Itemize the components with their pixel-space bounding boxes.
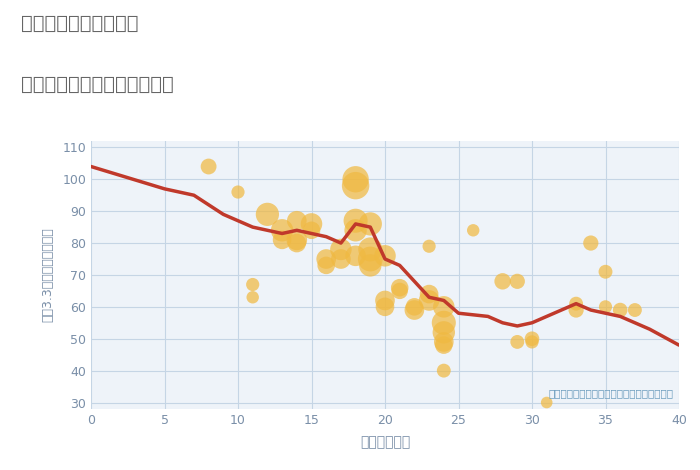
Point — [512, 278, 523, 285]
Point — [424, 297, 435, 304]
Y-axis label: 坪（3.3㎡）単価（万円）: 坪（3.3㎡）単価（万円） — [41, 227, 54, 322]
Point — [585, 239, 596, 247]
Point — [350, 217, 361, 225]
Point — [570, 300, 582, 307]
Point — [512, 338, 523, 346]
Point — [526, 335, 538, 343]
Point — [335, 255, 346, 263]
Point — [276, 236, 288, 243]
Point — [247, 293, 258, 301]
Point — [526, 338, 538, 346]
Point — [409, 303, 420, 311]
Point — [394, 287, 405, 295]
Point — [365, 255, 376, 263]
Point — [306, 227, 317, 234]
Text: 築年数別中古マンション価格: 築年数別中古マンション価格 — [21, 75, 174, 94]
Point — [438, 367, 449, 375]
Point — [203, 163, 214, 170]
Text: 円の大きさは、取引のあった物件面積を示す: 円の大きさは、取引のあった物件面積を示す — [548, 388, 673, 398]
Point — [365, 220, 376, 227]
Point — [497, 278, 508, 285]
Point — [438, 338, 449, 346]
Point — [291, 239, 302, 247]
Point — [379, 252, 391, 259]
Point — [615, 306, 626, 314]
Point — [409, 306, 420, 314]
Point — [379, 303, 391, 311]
Point — [570, 306, 582, 314]
Point — [262, 211, 273, 218]
Text: 兵庫県宝塚市山本南の: 兵庫県宝塚市山本南の — [21, 14, 139, 33]
Point — [600, 303, 611, 311]
Point — [365, 246, 376, 253]
Point — [291, 217, 302, 225]
Point — [438, 329, 449, 336]
Point — [600, 268, 611, 275]
Point — [468, 227, 479, 234]
Point — [232, 188, 244, 196]
Point — [438, 319, 449, 327]
X-axis label: 築年数（年）: 築年数（年） — [360, 435, 410, 449]
Point — [629, 306, 641, 314]
Point — [541, 399, 552, 406]
Point — [350, 182, 361, 189]
Point — [321, 255, 332, 263]
Point — [438, 303, 449, 311]
Point — [321, 262, 332, 269]
Point — [350, 252, 361, 259]
Point — [379, 297, 391, 304]
Point — [276, 227, 288, 234]
Point — [306, 220, 317, 227]
Point — [394, 284, 405, 291]
Point — [424, 290, 435, 298]
Point — [350, 175, 361, 183]
Point — [335, 246, 346, 253]
Point — [365, 262, 376, 269]
Point — [247, 281, 258, 288]
Point — [350, 227, 361, 234]
Point — [291, 236, 302, 243]
Point — [438, 341, 449, 349]
Point — [424, 243, 435, 250]
